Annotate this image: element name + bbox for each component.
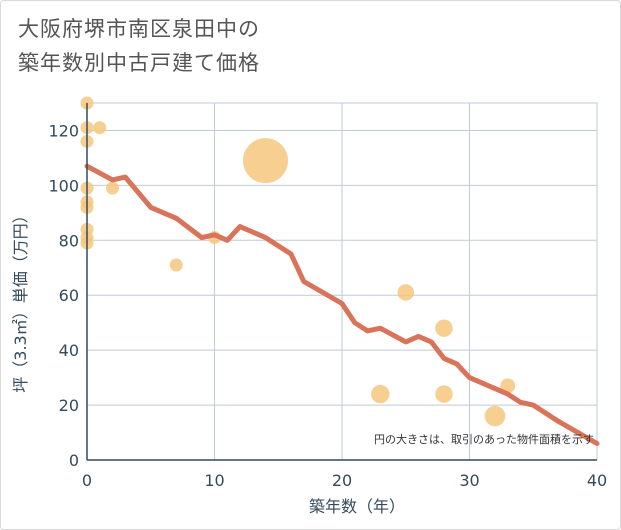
data-point-bubble <box>435 385 453 403</box>
y-tick-label: 80 <box>59 231 79 250</box>
x-tick-label: 0 <box>82 471 92 490</box>
data-point-bubble <box>500 378 516 394</box>
data-point-bubble <box>397 284 414 301</box>
trend-line <box>84 163 600 446</box>
y-tick-label: 120 <box>48 121 79 140</box>
x-tick-label: 20 <box>332 471 352 490</box>
data-point-bubble <box>169 258 183 272</box>
data-point-bubble <box>435 319 453 337</box>
y-tick-label: 60 <box>59 286 79 305</box>
x-tick-label: 40 <box>587 471 607 490</box>
y-tick-label: 100 <box>48 176 79 195</box>
data-point-bubble <box>93 121 107 135</box>
x-axis-label: 築年数（年） <box>309 497 405 516</box>
size-note: 円の大きさは、取引のあった物件面積を示す <box>374 432 594 446</box>
y-tick-label: 20 <box>59 396 79 415</box>
axes: 0 10 20 30 40 0 20 40 60 80 100 120 <box>48 103 607 490</box>
gridlines <box>87 103 597 460</box>
chart-title: 大阪府堺市南区泉田中の 築年数別中古戸建て価格 <box>18 17 260 75</box>
x-tick-label: 10 <box>204 471 224 490</box>
data-point-bubble <box>106 181 119 195</box>
data-point-bubble <box>371 384 390 404</box>
y-axis-label: 坪（3.3㎡）単価（万円） <box>11 207 30 392</box>
data-point-bubble <box>484 405 506 427</box>
y-tick-label: 0 <box>69 451 79 470</box>
trend-series <box>84 163 600 446</box>
x-tick-label: 30 <box>459 471 479 490</box>
y-tick-label: 40 <box>59 341 79 360</box>
data-point-bubble <box>242 138 289 184</box>
